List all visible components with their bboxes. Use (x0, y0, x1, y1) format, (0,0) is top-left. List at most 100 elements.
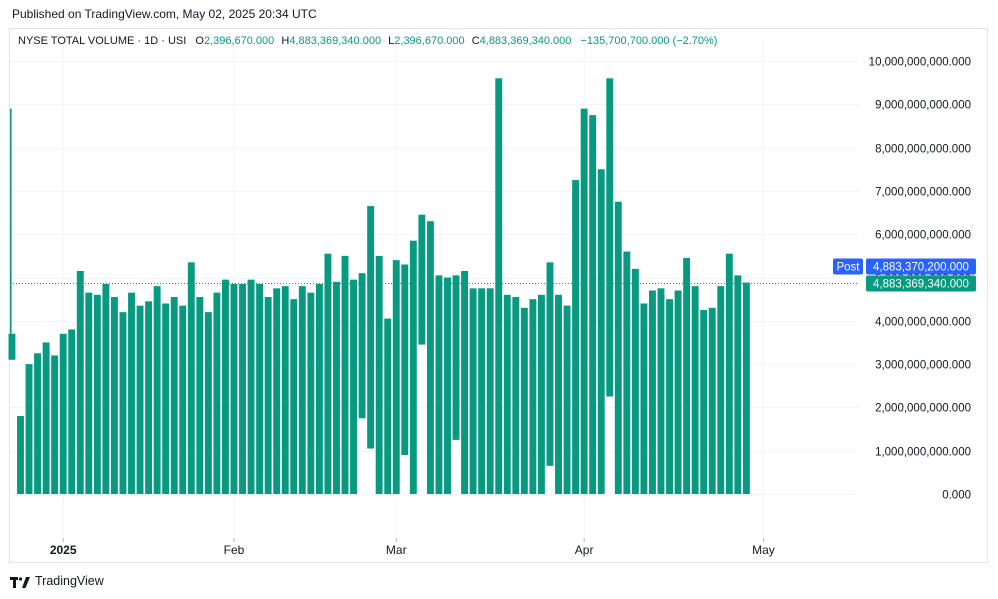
volume-bar (298, 286, 306, 494)
legend-low-label: L (388, 35, 395, 47)
volume-bar (486, 288, 494, 494)
volume-bar (418, 214, 426, 345)
legend-change: −135,700,700.000 (−2.70%) (580, 35, 718, 47)
y-tick-label: 0.000 (942, 490, 971, 502)
legend-symbol[interactable]: NYSE TOTAL VOLUME · 1D · USI (18, 35, 187, 47)
legend-close-label: C (471, 35, 480, 47)
legend-low: 2,396,670.000 (394, 35, 465, 47)
volume-bar (683, 258, 691, 494)
volume-bar (700, 309, 708, 494)
volume-bar (384, 318, 392, 494)
volume-bar (589, 115, 597, 495)
post-tag-label: Post (836, 262, 860, 274)
volume-bar (85, 292, 93, 494)
volume-bar (256, 284, 264, 494)
volume-bar (435, 275, 443, 494)
legend: NYSE TOTAL VOLUME · 1D · USI O2,396,670.… (18, 35, 717, 47)
volume-bar (401, 264, 409, 456)
volume-bar (170, 296, 178, 494)
volume-bar (606, 78, 614, 397)
y-tick-label: 4,000,000,000.000 (875, 317, 971, 329)
volume-bar (179, 305, 187, 494)
volume-bar (273, 288, 281, 494)
volume-bar (708, 307, 716, 494)
volume-bar (631, 268, 639, 494)
last-tag-value: 4,883,369,340.000 (873, 279, 969, 291)
y-tick-label: 2,000,000,000.000 (875, 403, 971, 415)
volume-bar (478, 288, 486, 494)
x-tick-label: Feb (224, 543, 245, 557)
volume-bar (674, 290, 682, 494)
volume-bar (333, 281, 340, 494)
volume-bars (8, 78, 750, 495)
volume-bar (239, 284, 246, 494)
legend-high-label: H (281, 35, 290, 47)
volume-bar (657, 288, 665, 494)
volume-bar (444, 277, 451, 494)
tradingview-logo-icon[interactable] (10, 573, 30, 589)
footer-brand[interactable]: TradingView (35, 574, 104, 588)
last-tag-box (866, 275, 976, 292)
volume-bar (136, 305, 144, 494)
x-axis: 2025 Feb Mar Apr May (50, 538, 775, 557)
volume-bar (461, 271, 469, 494)
volume-bar (68, 329, 76, 494)
volume-bar (691, 286, 699, 494)
volume-bar (281, 286, 289, 494)
volume-bar (25, 364, 33, 494)
volume-bar (725, 253, 733, 494)
volume-bar (34, 353, 42, 494)
volume-bar (537, 294, 545, 494)
volume-bar (623, 251, 631, 494)
volume-bar (597, 169, 605, 494)
volume-bar (204, 312, 212, 494)
volume-bar (529, 299, 537, 494)
volume-bar (8, 333, 16, 360)
post-tag-label-box (833, 258, 863, 275)
volume-bar (580, 108, 588, 494)
volume-bar (717, 286, 725, 494)
volume-bar (392, 260, 400, 494)
volume-bar (469, 288, 477, 494)
y-tick-label: 3,000,000,000.000 (875, 360, 971, 372)
volume-bar (102, 284, 110, 494)
price-tags: Post 4,883,370,200.000 4,883,369,340.000 (833, 258, 976, 292)
post-tag-value: 4,883,370,200.000 (873, 262, 969, 274)
volume-bar (452, 275, 460, 440)
legend-open: 2,396,670.000 (203, 35, 275, 47)
y-tick-label: 8,000,000,000.000 (875, 144, 971, 156)
volume-bar (76, 271, 84, 494)
volume-bar (563, 305, 571, 494)
volume-bar (119, 312, 127, 494)
volume-bar (264, 296, 272, 494)
volume-bar (110, 296, 118, 494)
volume-bar (290, 299, 298, 494)
volume-bar (230, 284, 238, 494)
volume-bar-edge (10, 108, 12, 334)
volume-bar (341, 255, 349, 494)
volume-bar (187, 262, 195, 494)
volume-bar (426, 221, 434, 494)
volume-bar (512, 296, 520, 494)
y-tick-label: 10,000,000,000.000 (869, 57, 971, 69)
volume-bar (324, 253, 332, 494)
legend-close: 4,883,369,340.000 (479, 35, 572, 47)
volume-bar (666, 299, 673, 494)
volume-bar (42, 342, 50, 494)
volume-bar (495, 78, 503, 494)
volume-bar (546, 262, 554, 466)
post-tag-value-box (866, 258, 976, 275)
y-tick-label: 6,000,000,000.000 (875, 230, 971, 242)
volume-bar (572, 180, 580, 494)
published-caption: Published on TradingView.com, May 02, 20… (12, 7, 317, 21)
y-tick-label: 9,000,000,000.000 (875, 100, 971, 112)
volume-bar (555, 294, 562, 494)
volume-bar (213, 292, 221, 494)
volume-bar (196, 296, 204, 494)
x-tick-label: Apr (575, 543, 594, 557)
x-tick-label: Mar (386, 543, 407, 557)
volume-bar (247, 279, 255, 494)
y-tick-label: 1,000,000,000.000 (875, 447, 971, 459)
volume-bar (307, 292, 315, 494)
